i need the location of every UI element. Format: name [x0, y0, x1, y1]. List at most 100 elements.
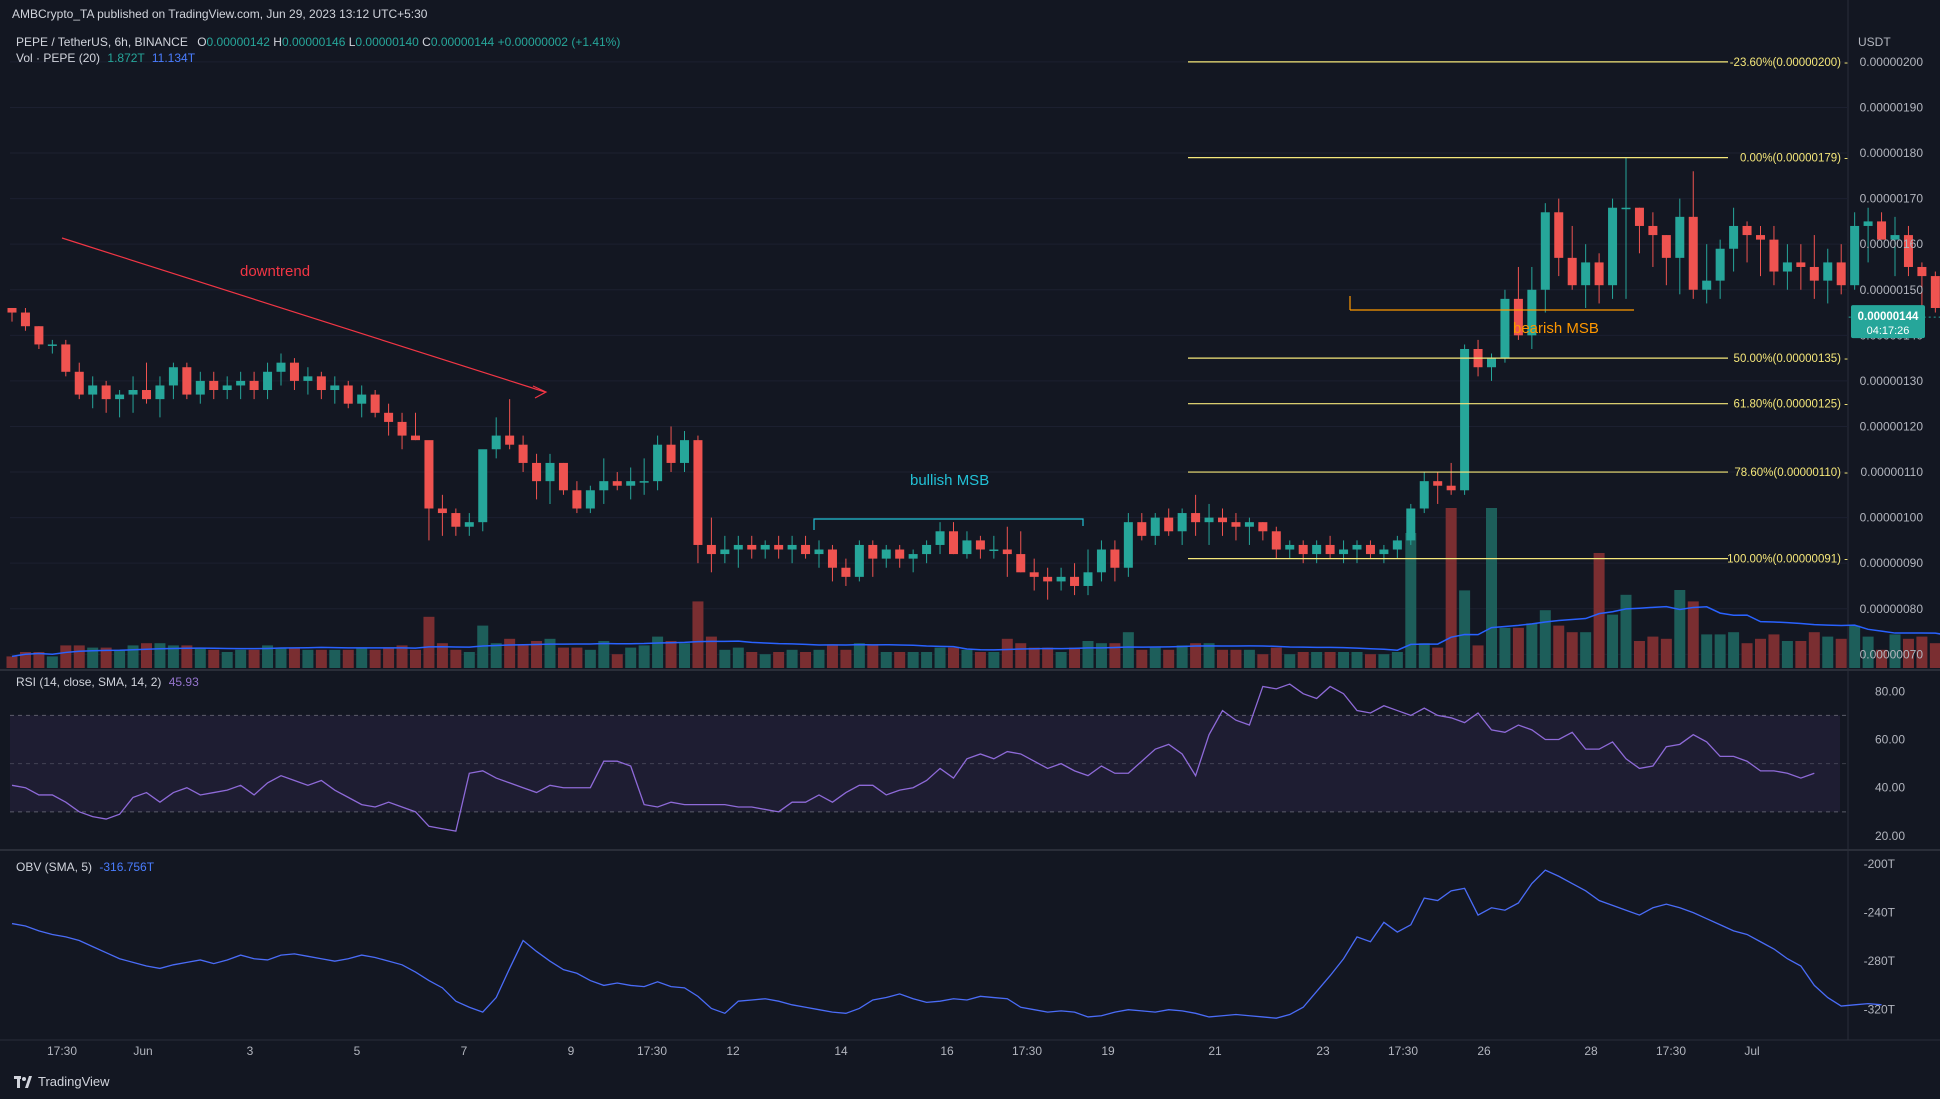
time-tick-label: 26 [1477, 1044, 1491, 1058]
volume-bar [1095, 643, 1107, 668]
candle-body [88, 385, 98, 395]
candle-body [1379, 549, 1389, 555]
volume-bar [114, 649, 126, 668]
price-tick-label: 0.00000110 [1860, 465, 1923, 479]
rsi-legend[interactable]: RSI (14, close, SMA, 14, 2) 45.93 [16, 675, 199, 689]
time-tick-label: 17:30 [637, 1044, 667, 1058]
candle-body [1567, 257, 1577, 286]
candle-body [801, 544, 811, 555]
candle-body [935, 531, 945, 545]
candle-body [1096, 549, 1106, 573]
volume-bar [1190, 643, 1202, 668]
volume-bar [1808, 632, 1820, 668]
tradingview-logo[interactable]: TradingView [14, 1074, 110, 1089]
candle-body [895, 549, 905, 559]
volume-bar [719, 649, 731, 668]
candle-body [236, 380, 246, 386]
price-tick-label: 0.00000170 [1860, 192, 1924, 206]
candle-body [1392, 540, 1402, 550]
axes: 0.00000070 0.00000080 0.00000090 0.00000100… [47, 35, 1925, 1058]
volume-bar [1889, 634, 1901, 668]
volume-bar [1620, 594, 1632, 668]
candle-body [1419, 481, 1429, 509]
candle-body [1002, 549, 1012, 555]
volume-bar [1136, 649, 1148, 668]
candle-body [34, 326, 44, 345]
volume-bar [1862, 636, 1874, 668]
volume-bar [1580, 632, 1592, 668]
rsi-tick-label: 20.00 [1875, 829, 1905, 843]
time-tick-label: 9 [568, 1044, 575, 1058]
rsi-label: RSI (14, close, SMA, 14, 2) [16, 675, 162, 689]
candle-body [706, 544, 716, 555]
volume-bar [302, 649, 314, 668]
volume-bar [1149, 647, 1161, 668]
candle-body [1070, 576, 1080, 586]
ohlc-legend: PEPE / TetherUS, 6h, BINANCE O0.00000142… [16, 35, 620, 49]
obv-label: OBV (SMA, 5) [16, 860, 93, 874]
volume-bar [1647, 636, 1659, 668]
rsi-tick-label: 80.00 [1875, 684, 1905, 698]
time-tick-label: 17:30 [47, 1044, 77, 1058]
candle-body [437, 508, 447, 514]
candle-body [1365, 544, 1375, 555]
candle-body [949, 531, 958, 555]
volume-bar [1297, 652, 1309, 668]
candle-body [1056, 576, 1066, 582]
candle-body [653, 444, 663, 482]
price-tick-label: 0.00000160 [1860, 237, 1924, 251]
candle-body [209, 380, 219, 391]
volume-bar [221, 652, 233, 668]
volume-bar [167, 645, 179, 668]
candle-body [451, 513, 461, 527]
candle-body [1917, 266, 1927, 277]
volume-bar [1243, 649, 1255, 668]
volume-bar [410, 649, 421, 668]
candle-body [1903, 235, 1913, 267]
volume-bar [436, 643, 448, 668]
candle-body [128, 390, 138, 395]
symbol-label[interactable]: PEPE / TetherUS, 6h, BINANCE [16, 35, 188, 49]
volume-bar [1916, 636, 1928, 668]
volume-bar [988, 652, 1000, 668]
candle-body [1756, 235, 1765, 240]
volume-bar [181, 645, 193, 668]
candle-body [572, 490, 582, 509]
candle-body [276, 362, 286, 372]
volume-legend[interactable]: Vol · PEPE (20) 1.872T 11.134T [16, 51, 195, 65]
fib-level-label: 100.00%(0.00000091) - [1727, 554, 1848, 566]
obv-legend[interactable]: OBV (SMA, 5) -316.756T [16, 860, 154, 874]
candle-body [841, 567, 851, 577]
candle-body [1083, 572, 1093, 586]
volume-bar [383, 647, 395, 668]
volume-bar [1405, 533, 1417, 668]
volume-bar [746, 652, 758, 668]
volume-bar [1001, 638, 1013, 668]
volume-bar [1768, 634, 1780, 668]
volume-bar [961, 649, 973, 668]
candle-body [975, 540, 985, 550]
time-tick-label: 21 [1208, 1044, 1222, 1058]
candle-body [1648, 225, 1658, 236]
volume-bar [329, 649, 341, 668]
candle-body [289, 362, 299, 381]
candle-body [101, 385, 111, 400]
candle-body [532, 462, 542, 482]
candle-body [558, 462, 568, 491]
time-tick-label: 3 [247, 1044, 254, 1058]
volume-bar [1230, 649, 1242, 668]
volume-bar [463, 652, 475, 668]
volume-bar [544, 638, 556, 668]
candle-body [693, 440, 703, 545]
candle-body [814, 549, 824, 555]
candle-body [1540, 212, 1550, 290]
volume-bar [1687, 601, 1699, 668]
candle-body [1433, 481, 1443, 486]
volume-bar [692, 601, 704, 668]
candle-body [1244, 522, 1254, 527]
candle-body [222, 385, 232, 391]
volume-bar [1351, 652, 1363, 668]
volume-value-2: 11.134T [151, 51, 196, 65]
price-tick-label: 0.00000080 [1860, 602, 1924, 616]
